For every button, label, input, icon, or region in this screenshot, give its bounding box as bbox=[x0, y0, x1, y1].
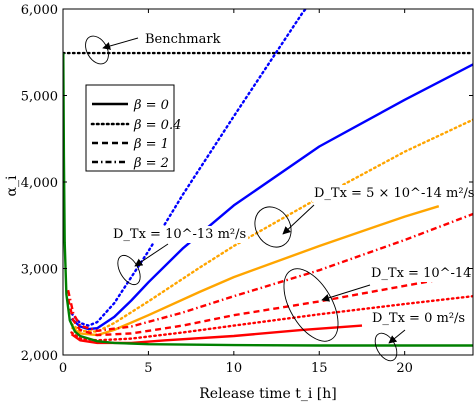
y-tick-label: 2,000 bbox=[21, 349, 58, 364]
annotation-arrow-benchmark bbox=[102, 37, 139, 50]
annotation-arrow-orange bbox=[282, 204, 315, 235]
annotation-arrow-blue bbox=[134, 243, 169, 267]
x-tick-label: 20 bbox=[396, 361, 413, 376]
series-red-beta-2 bbox=[66, 212, 473, 332]
annotation-arrow-red bbox=[321, 284, 371, 302]
annotation-bg-benchmark bbox=[143, 31, 223, 48]
annotation-label-orange: D_Tx = 5 × 10^-14 m²/s bbox=[314, 186, 474, 201]
annotation-ellipse-red bbox=[283, 268, 339, 342]
axes-layer: 0 5 10 15 20 2,000 3,000 4,000 5,000 6,000 bbox=[21, 3, 474, 376]
x-axis-label: Release time t_i [h] bbox=[199, 386, 336, 402]
annotation-label-blue: D_Tx = 10^-13 m²/s bbox=[113, 227, 246, 242]
series-orange-beta-0 bbox=[70, 205, 440, 337]
legend-label-1: β = 0.4 bbox=[133, 118, 181, 133]
annotation-label-red: D_Tx = 10^-14 m²/s bbox=[371, 266, 474, 281]
annotation-bg-green bbox=[370, 310, 468, 327]
legend: β = 0 β = 0.4 β = 1 β = 2 bbox=[85, 84, 181, 172]
annotation-ellipse-benchmark bbox=[85, 35, 109, 65]
series-red-beta-1 bbox=[66, 272, 473, 337]
annotation-ellipse-orange bbox=[254, 206, 292, 248]
series-green-beta-0 bbox=[63, 53, 473, 347]
annotation-layer: Benchmark D_Tx = 10^-13 m²/s D_Tx = 5 × 10… bbox=[85, 31, 474, 362]
y-tick-label: 4,000 bbox=[21, 176, 58, 191]
annotation-bg-orange bbox=[312, 185, 474, 202]
legend-box bbox=[85, 84, 175, 172]
x-tick-label: 15 bbox=[311, 361, 328, 376]
series-red-beta-0 bbox=[70, 324, 363, 345]
series-layer bbox=[63, 9, 473, 347]
x-tick-label: 10 bbox=[226, 361, 243, 376]
annotation-label-benchmark: Benchmark bbox=[145, 32, 221, 47]
legend-label-2: β = 1 bbox=[133, 137, 169, 152]
legend-label-0: β = 0 bbox=[133, 98, 169, 113]
series-red-beta-0_4 bbox=[70, 295, 473, 342]
y-tick-label: 3,000 bbox=[21, 263, 58, 278]
y-tick-label: 6,000 bbox=[21, 3, 58, 18]
annotation-bg-red bbox=[369, 265, 474, 282]
annotation-ellipse-green bbox=[374, 332, 398, 362]
series-orange-beta-0_4 bbox=[70, 118, 473, 333]
annotation-ellipse-blue bbox=[117, 254, 141, 286]
x-tick-label: 5 bbox=[144, 361, 152, 376]
y-tick-label: 5,000 bbox=[21, 90, 58, 105]
x-tick-label: 0 bbox=[59, 361, 67, 376]
annotation-arrow-green bbox=[388, 329, 406, 344]
series-blue-beta-0_4 bbox=[70, 9, 307, 327]
annotation-label-green: D_Tx = 0 m²/s bbox=[372, 311, 465, 326]
y-axis-label: α_i bbox=[4, 175, 20, 196]
annotation-bg-blue bbox=[111, 226, 249, 243]
legend-label-3: β = 2 bbox=[133, 156, 169, 171]
